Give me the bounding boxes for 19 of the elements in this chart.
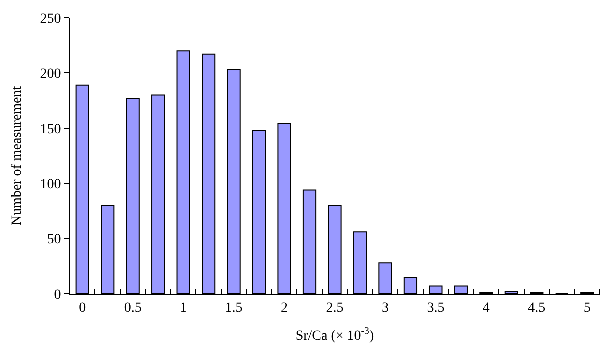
x-tick-label: 3: [382, 300, 389, 316]
x-tick-label: 1: [180, 300, 188, 316]
y-tick-label: 250: [40, 12, 62, 27]
x-tick-label: 2: [281, 300, 288, 316]
x-tick-label: 3.5: [427, 300, 445, 316]
x-tick-label: 1.5: [225, 300, 243, 316]
x-tick-label: 0: [79, 300, 86, 316]
x-axis-title: Sr/Ca (× 10$^{-3}$): [296, 326, 374, 344]
y-axis-title: Number of measurement: [10, 86, 25, 226]
x-tick-label: 4: [482, 300, 490, 316]
x-tick-label: 4.5: [528, 300, 546, 316]
x-tick-label: 2.5: [326, 300, 344, 316]
y-tick-label: 100: [40, 178, 62, 192]
y-tick-label: 0: [54, 288, 62, 303]
y-tick-label: 150: [40, 122, 62, 138]
x-tick-label: 0.5: [124, 300, 142, 316]
x-tick-label: 5: [584, 300, 591, 316]
y-tick-label: 50: [47, 232, 62, 248]
y-tick-label: 200: [40, 67, 62, 82]
